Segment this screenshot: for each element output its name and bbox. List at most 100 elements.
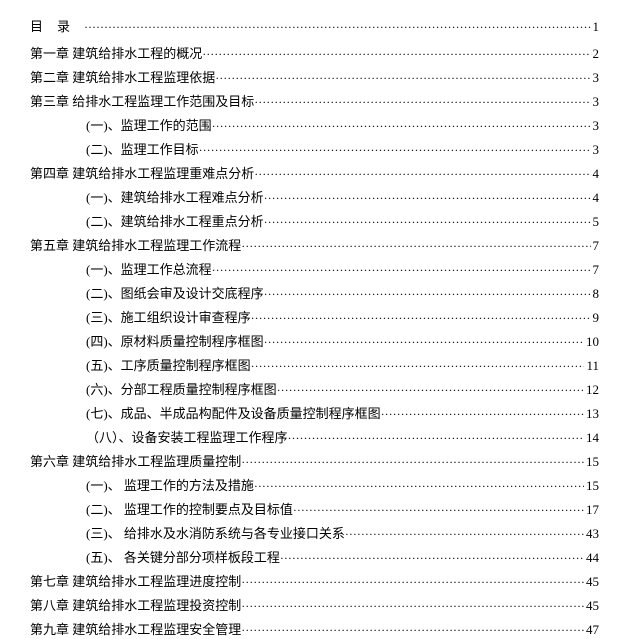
toc-title-page: 1 <box>591 20 600 33</box>
toc-ch2-label: 第二章 建筑给排水工程监理依据 <box>30 71 215 84</box>
toc-ch7-label: 第七章 建筑给排水工程监理进度控制 <box>30 575 241 588</box>
toc-leader <box>202 48 590 60</box>
toc-leader <box>264 192 591 204</box>
toc-ch6-3-label: (三)、 给排水及水消防系统与各专业接口关系 <box>86 527 345 540</box>
toc-leader <box>212 120 591 132</box>
toc-title-label: 目录 <box>30 20 84 33</box>
toc-leader <box>293 504 584 516</box>
toc-leader <box>381 408 584 420</box>
toc-leader <box>241 624 584 636</box>
toc-leader <box>254 480 584 492</box>
toc-ch4-1-row: (一)、建筑给排水工程难点分析 4 <box>30 191 599 204</box>
toc-ch9-page: 47 <box>584 623 599 636</box>
toc-ch4-2-page: 5 <box>591 215 600 228</box>
toc-ch5-5-row: (五)、工序质量控制程序框图 11 <box>30 359 599 372</box>
toc-ch8-row: 第八章 建筑给排水工程监理投资控制 45 <box>30 599 599 612</box>
toc-leader <box>254 168 590 180</box>
toc-ch6-1-label: (一)、 监理工作的方法及措施 <box>86 479 254 492</box>
toc-ch4-page: 4 <box>591 167 600 180</box>
toc-ch5-page: 7 <box>591 239 600 252</box>
toc-ch3-label: 第三章 给排水工程监理工作范围及目标 <box>30 95 254 108</box>
toc-ch6-3-page: 43 <box>584 527 599 540</box>
toc-leader <box>84 21 590 33</box>
toc-ch8-label: 第八章 建筑给排水工程监理投资控制 <box>30 599 241 612</box>
toc-ch5-4-page: 10 <box>584 335 599 348</box>
toc-ch6-1-page: 15 <box>584 479 599 492</box>
toc-leader <box>251 312 591 324</box>
toc-ch4-2-label: (二)、建筑给排水工程重点分析 <box>86 215 264 228</box>
toc-ch3-1-page: 3 <box>591 119 600 132</box>
toc-ch5-2-label: (二)、图纸会审及设计交底程序 <box>86 287 264 300</box>
toc-ch2-row: 第二章 建筑给排水工程监理依据 3 <box>30 71 599 84</box>
toc-ch5-8-row: （八）、设备安装工程监理工作程序 14 <box>30 431 599 444</box>
toc-leader <box>241 456 584 468</box>
toc-ch5-8-page: 14 <box>584 431 599 444</box>
toc-ch5-4-row: (四)、原材料质量控制程序框图 10 <box>30 335 599 348</box>
toc-leader <box>241 576 584 588</box>
toc-ch5-label: 第五章 建筑给排水工程监理工作流程 <box>30 239 241 252</box>
toc-ch5-7-label: (七)、成品、半成品构配件及设备质量控制程序框图 <box>86 407 381 420</box>
toc-ch6-2-label: (二)、 监理工作的控制要点及目标值 <box>86 503 293 516</box>
toc-leader <box>264 336 584 348</box>
toc-ch6-5-label: (五)、 各关键分部分项样板段工程 <box>86 551 280 564</box>
toc-ch3-2-row: (二)、监理工作目标 3 <box>30 143 599 156</box>
toc-leader <box>280 552 584 564</box>
toc-ch5-8-label: （八）、设备安装工程监理工作程序 <box>86 431 288 444</box>
toc-ch6-label: 第六章 建筑给排水工程监理质量控制 <box>30 455 241 468</box>
toc-ch6-5-row: (五)、 各关键分部分项样板段工程 44 <box>30 551 599 564</box>
toc-ch5-3-page: 9 <box>591 311 600 324</box>
toc-ch5-2-row: (二)、图纸会审及设计交底程序 8 <box>30 287 599 300</box>
toc-leader <box>241 240 590 252</box>
toc-ch5-7-page: 13 <box>584 407 599 420</box>
toc-ch6-3-row: (三)、 给排水及水消防系统与各专业接口关系 43 <box>30 527 599 540</box>
toc-ch5-3-label: (三)、施工组织设计审查程序 <box>86 311 251 324</box>
toc-ch4-row: 第四章 建筑给排水工程监理重难点分析 4 <box>30 167 599 180</box>
toc-ch3-row: 第三章 给排水工程监理工作范围及目标 3 <box>30 95 599 108</box>
toc-ch5-4-label: (四)、原材料质量控制程序框图 <box>86 335 264 348</box>
toc-leader <box>345 528 584 540</box>
toc-ch5-2-page: 8 <box>591 287 600 300</box>
toc-leader <box>215 72 590 84</box>
toc-ch5-6-row: (六)、分部工程质量控制程序框图 12 <box>30 383 599 396</box>
toc-ch6-5-page: 44 <box>584 551 599 564</box>
toc-ch5-1-row: (一)、监理工作总流程 7 <box>30 263 599 276</box>
toc-title-row: 目录 1 <box>30 20 599 33</box>
toc-leader <box>288 432 584 444</box>
toc-ch5-1-label: (一)、监理工作总流程 <box>86 263 212 276</box>
toc-ch6-2-row: (二)、 监理工作的控制要点及目标值 17 <box>30 503 599 516</box>
toc-ch5-5-label: (五)、工序质量控制程序框图 <box>86 359 251 372</box>
toc-leader <box>251 360 585 372</box>
toc-ch6-2-page: 17 <box>584 503 599 516</box>
toc-ch3-2-page: 3 <box>591 143 600 156</box>
toc-leader <box>264 216 591 228</box>
toc-ch6-page: 15 <box>584 455 599 468</box>
toc-leader <box>254 96 590 108</box>
toc-ch5-6-label: (六)、分部工程质量控制程序框图 <box>86 383 277 396</box>
toc-ch9-label: 第九章 建筑给排水工程监理安全管理 <box>30 623 241 636</box>
toc-ch3-page: 3 <box>591 95 600 108</box>
toc-ch5-row: 第五章 建筑给排水工程监理工作流程 7 <box>30 239 599 252</box>
toc-ch5-7-row: (七)、成品、半成品构配件及设备质量控制程序框图 13 <box>30 407 599 420</box>
toc-ch3-1-row: (一)、监理工作的范围 3 <box>30 119 599 132</box>
toc-page: 目录 1 第一章 建筑给排水工程的概况 2 第二章 建筑给排水工程监理依据 3 … <box>0 0 629 639</box>
toc-ch5-5-page: 11 <box>584 359 599 372</box>
toc-leader <box>277 384 584 396</box>
toc-ch1-label: 第一章 建筑给排水工程的概况 <box>30 47 202 60</box>
toc-ch7-row: 第七章 建筑给排水工程监理进度控制 45 <box>30 575 599 588</box>
toc-ch7-page: 45 <box>584 575 599 588</box>
toc-ch2-page: 3 <box>591 71 600 84</box>
toc-ch5-6-page: 12 <box>584 383 599 396</box>
toc-ch1-page: 2 <box>591 47 600 60</box>
toc-ch9-row: 第九章 建筑给排水工程监理安全管理 47 <box>30 623 599 636</box>
toc-leader <box>199 144 591 156</box>
toc-ch4-1-label: (一)、建筑给排水工程难点分析 <box>86 191 264 204</box>
toc-ch6-row: 第六章 建筑给排水工程监理质量控制 15 <box>30 455 599 468</box>
toc-ch5-1-page: 7 <box>591 263 600 276</box>
toc-leader <box>241 600 584 612</box>
toc-leader <box>264 288 591 300</box>
toc-ch3-1-label: (一)、监理工作的范围 <box>86 119 212 132</box>
toc-ch6-1-row: (一)、 监理工作的方法及措施 15 <box>30 479 599 492</box>
toc-ch5-3-row: (三)、施工组织设计审查程序 9 <box>30 311 599 324</box>
toc-ch8-page: 45 <box>584 599 599 612</box>
toc-ch1-row: 第一章 建筑给排水工程的概况 2 <box>30 47 599 60</box>
